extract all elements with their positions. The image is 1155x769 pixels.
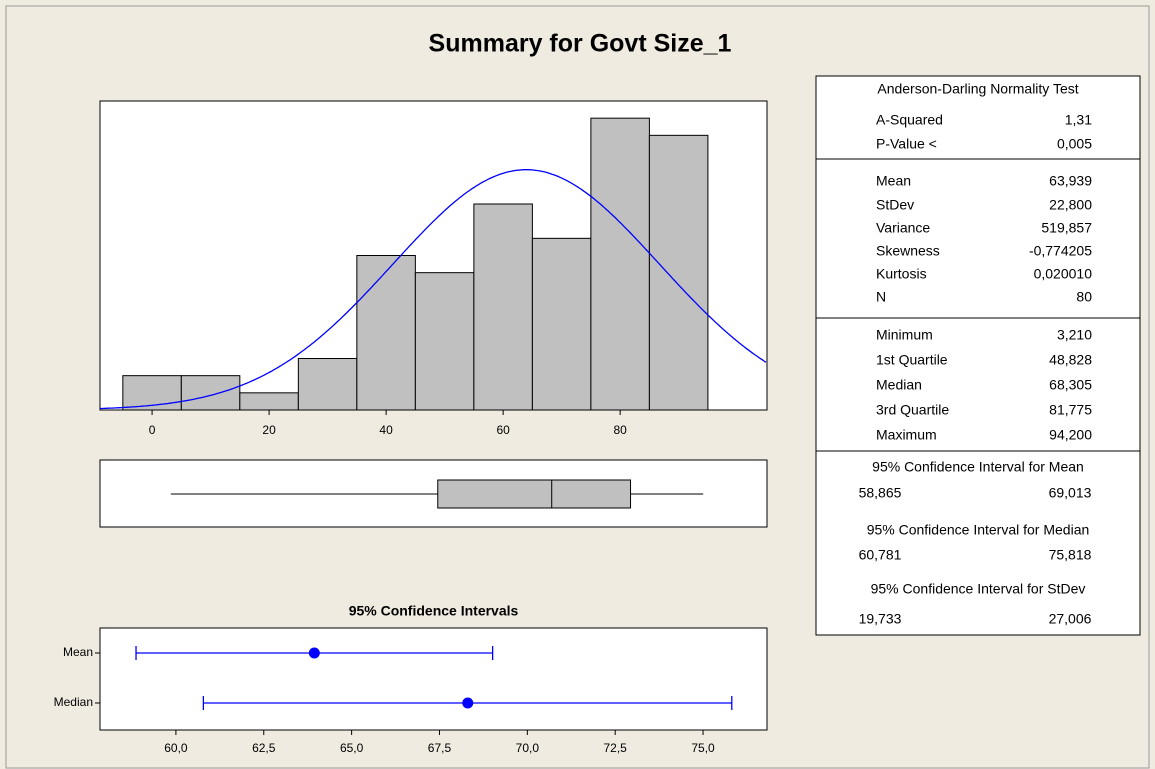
x-tick-label: 60 [496,423,510,437]
stats-label: Median [876,377,922,393]
stats-value: 519,857 [1041,220,1092,236]
stats-label: P-Value < [876,136,937,152]
bar [180,375,241,411]
x-tick-label: 75,0 [691,741,715,755]
bar [239,392,299,411]
x-tick-label: 72,5 [604,741,628,755]
box [437,479,632,509]
ci-point [308,647,320,659]
stats-value: 60,781 [859,547,902,563]
stats-value: 3,210 [1057,327,1092,343]
x-tick-label: 65,0 [340,741,364,755]
x-tick-label: 70,0 [516,741,540,755]
stats-value: 75,818 [1049,547,1092,563]
stats-value: 69,013 [1049,485,1092,501]
chart-title: Summary for Govt Size_1 [429,30,732,58]
stats-label: Mean [876,173,911,189]
stats-label: Skewness [876,243,940,259]
bar [531,237,592,411]
stats-label: StDev [876,197,914,213]
x-tick-label: 20 [262,423,276,437]
stats-label: Kurtosis [876,266,927,282]
stats-label: Variance [876,220,930,236]
bar [414,272,475,411]
stats-value: 68,305 [1049,377,1092,393]
stats-label: N [876,289,886,305]
stats-value: 0,020010 [1034,266,1093,282]
x-tick-label: 80 [613,423,627,437]
stats-label: Maximum [876,427,937,443]
stats-value: 94,200 [1049,427,1092,443]
bar [356,255,416,411]
y-tick-label: Mean [63,645,93,659]
x-tick-label: 62,5 [252,741,276,755]
x-tick-label: 67,5 [428,741,452,755]
stats-header: 95% Confidence Interval for Mean [872,459,1084,475]
bar [590,117,650,411]
x-tick-label: 40 [379,423,393,437]
stats-value: 1,31 [1065,112,1092,128]
stats-label: Minimum [876,327,933,343]
ci-point [462,697,474,709]
stats-value: 58,865 [859,485,902,501]
bar [297,358,358,411]
stats-header: 95% Confidence Interval for StDev [871,581,1086,597]
bar [648,134,709,411]
stats-value: 27,006 [1049,611,1092,627]
stats-header: Anderson-Darling Normality Test [877,81,1078,97]
stats-label: 3rd Quartile [876,402,949,418]
stats-value: 22,800 [1049,197,1092,213]
normal-curve [100,169,767,410]
ci-title: 95% Confidence Intervals [349,603,519,619]
stats-value: -0,774205 [1029,243,1092,259]
stats-value: 80 [1076,289,1092,305]
stats-value: 48,828 [1049,352,1092,368]
bar [473,203,533,411]
stats-value: 0,005 [1057,136,1092,152]
x-tick-label: 60,0 [164,741,188,755]
stats-table [815,75,1141,636]
stats-header: 95% Confidence Interval for Median [867,522,1090,538]
x-tick-label: 0 [149,423,156,437]
stats-value: 63,939 [1049,173,1092,189]
stats-value: 81,775 [1049,402,1092,418]
ci-panel [99,627,768,731]
stats-value: 19,733 [859,611,902,627]
stats-label: 1st Quartile [876,352,948,368]
y-tick-label: Median [54,695,93,709]
stats-label: A-Squared [876,112,943,128]
